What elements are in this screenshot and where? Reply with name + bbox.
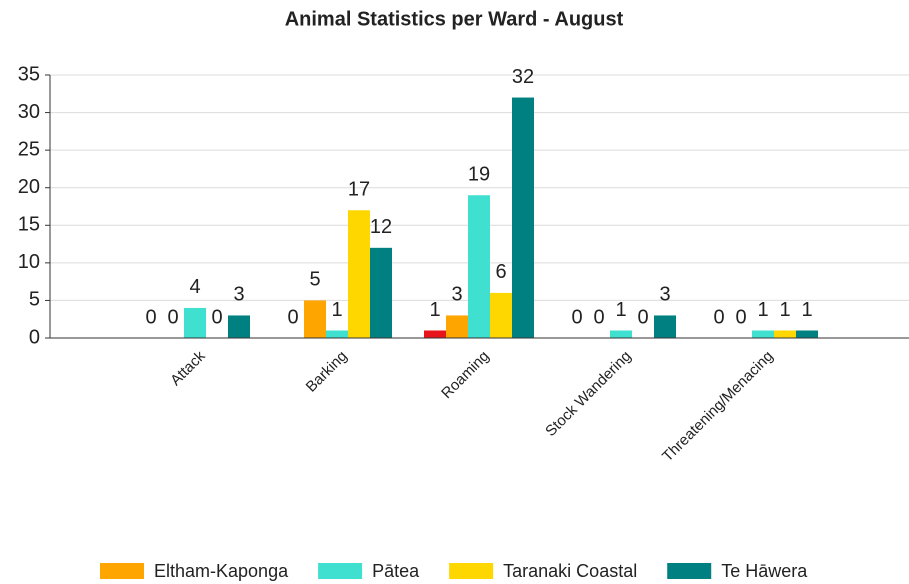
data-label: 1 — [757, 299, 768, 321]
y-tick-label: 15 — [18, 214, 40, 236]
bar — [184, 307, 206, 338]
data-label: 4 — [189, 276, 200, 298]
x-tick-label: Threatening/Menacing — [659, 348, 777, 466]
data-label: 0 — [637, 306, 648, 328]
bar — [348, 210, 370, 338]
y-tick-label: 30 — [18, 101, 40, 123]
data-label: 0 — [735, 306, 746, 328]
bar — [326, 330, 348, 338]
y-tick-label: 35 — [18, 63, 40, 85]
data-label: 1 — [615, 299, 626, 321]
legend-label: Eltham-Kaponga — [154, 561, 289, 581]
y-tick-label: 0 — [29, 326, 40, 348]
y-tick-label: 25 — [18, 138, 40, 160]
data-label: 0 — [145, 306, 156, 328]
data-label: 6 — [495, 261, 506, 283]
x-tick-label: Roaming — [438, 348, 492, 402]
bar — [304, 300, 326, 338]
bar — [512, 97, 534, 339]
data-label: 0 — [593, 306, 604, 328]
data-label: 1 — [779, 299, 790, 321]
data-label: 3 — [451, 284, 462, 306]
bar — [654, 315, 676, 338]
x-tick-label: Barking — [303, 348, 351, 396]
data-label: 32 — [512, 66, 534, 88]
bar — [370, 247, 392, 338]
bar — [468, 195, 490, 338]
data-label: 1 — [331, 299, 342, 321]
bar — [228, 315, 250, 338]
data-label: 3 — [659, 284, 670, 306]
data-label: 0 — [713, 306, 724, 328]
chart-title: Animal Statistics per Ward - August — [285, 8, 624, 30]
y-tick-label: 5 — [29, 289, 40, 311]
x-tick-label: Attack — [167, 347, 209, 389]
bar — [490, 292, 512, 338]
bar — [610, 330, 632, 338]
data-label: 12 — [370, 216, 392, 238]
data-label: 0 — [287, 306, 298, 328]
bar — [752, 330, 774, 338]
bar — [446, 315, 468, 338]
data-label: 0 — [167, 306, 178, 328]
bar — [774, 330, 796, 338]
data-label: 17 — [348, 179, 370, 201]
data-label: 1 — [429, 299, 440, 321]
data-label: 5 — [309, 269, 320, 291]
legend-swatch — [318, 563, 363, 579]
legend-label: Pātea — [372, 561, 420, 581]
bar — [424, 330, 446, 338]
data-label: 0 — [211, 306, 222, 328]
legend-swatch — [100, 563, 144, 579]
legend-label: Taranaki Coastal — [503, 561, 637, 581]
x-tick-label: Stock Wandering — [542, 348, 634, 440]
legend-swatch — [449, 563, 494, 579]
legend-label: Te Hāwera — [721, 561, 808, 581]
data-label: 19 — [468, 164, 490, 186]
data-label: 3 — [233, 284, 244, 306]
data-label: 0 — [571, 306, 582, 328]
data-label: 1 — [801, 299, 812, 321]
y-tick-label: 20 — [18, 176, 40, 198]
bar — [796, 330, 818, 338]
legend-swatch — [667, 563, 712, 579]
y-tick-label: 10 — [18, 251, 40, 273]
